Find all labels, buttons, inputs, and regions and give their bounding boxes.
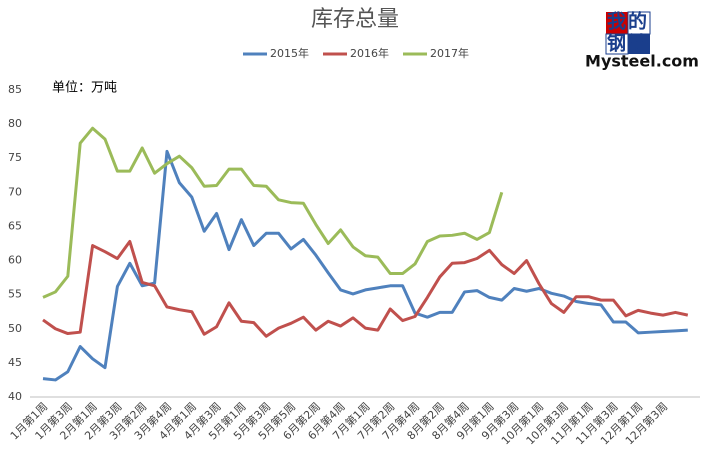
y-tick-label: 55	[8, 288, 22, 301]
legend-label: 2017年	[430, 46, 469, 60]
y-tick-label: 60	[8, 254, 22, 267]
logo-box	[606, 12, 628, 34]
logo-cn: 钢铁	[607, 32, 649, 55]
logo-box	[605, 33, 629, 55]
y-tick-label: 40	[8, 390, 22, 403]
unit-label: 单位：万吨	[52, 81, 117, 96]
series-line	[42, 126, 504, 299]
series-line	[42, 239, 689, 338]
y-tick-label: 70	[8, 185, 22, 198]
legend-label: 2016年	[350, 46, 389, 60]
legend-label: 2015年	[270, 46, 309, 60]
logo-en: Mysteel.com	[585, 52, 699, 71]
logo-cn: 我的	[607, 10, 649, 33]
y-tick-label: 45	[8, 356, 22, 369]
logo-box	[628, 34, 650, 54]
y-tick-label: 65	[8, 219, 22, 232]
y-tick-label: 80	[8, 117, 22, 130]
chart-title: 库存总量	[311, 7, 399, 32]
y-tick-label: 50	[8, 322, 22, 335]
y-tick-label: 75	[8, 151, 22, 164]
series-line	[42, 149, 688, 382]
y-tick-label: 85	[8, 83, 22, 96]
legend: 2015年 2016年 2017年	[243, 46, 469, 60]
